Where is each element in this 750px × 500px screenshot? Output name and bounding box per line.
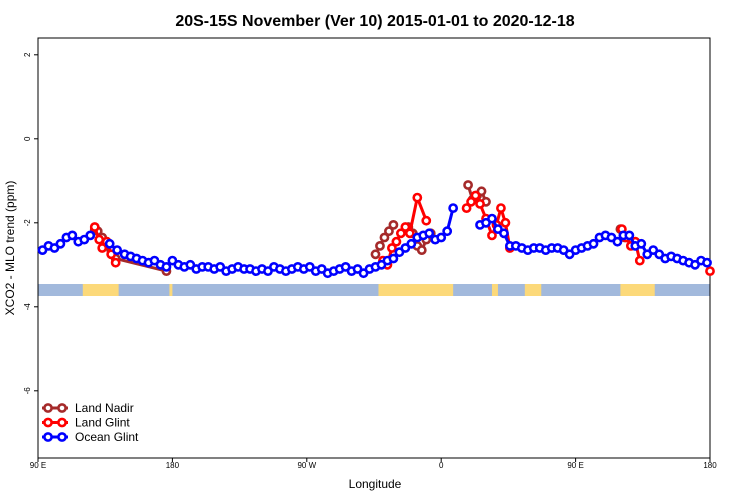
surface-strip [38, 284, 710, 296]
land-strip [491, 284, 498, 296]
data-point [384, 226, 394, 237]
data-point [400, 222, 411, 232]
data-point [387, 243, 397, 253]
land-strip [524, 284, 542, 296]
data-point [112, 245, 123, 255]
data-point [461, 203, 472, 213]
data-point [416, 245, 427, 255]
data-point [448, 203, 459, 213]
data-point [588, 238, 599, 249]
data-point [97, 243, 108, 253]
land-strip [378, 284, 454, 296]
data-point [470, 190, 481, 201]
x-tick-label: 90 E [30, 461, 46, 470]
legend-label: Land Nadir [75, 401, 134, 415]
legend-marker [43, 403, 53, 413]
ocean-strip [38, 284, 710, 296]
data-point [475, 198, 485, 209]
data-point [379, 232, 390, 243]
y-tick-label: -4 [23, 303, 32, 311]
data-point [624, 230, 635, 241]
data-point [424, 228, 435, 239]
y-axis: 2 0 -2 -4 -6 [23, 52, 38, 394]
data-point [463, 180, 473, 190]
data-point [85, 230, 96, 241]
data-point [442, 226, 453, 237]
legend-marker [57, 417, 67, 428]
data-point [421, 215, 432, 226]
x-axis: 90 E 180 90 W 0 90 E 180 [30, 458, 717, 470]
data-point [404, 228, 415, 239]
x-axis-label: Longitude [349, 477, 402, 491]
data-point [705, 266, 715, 276]
x-tick-label: 180 [166, 461, 180, 470]
land-strip [620, 284, 655, 296]
x-tick-label: 90 W [297, 461, 316, 470]
data-point [500, 217, 511, 228]
data-point [370, 249, 381, 260]
plot-frame [37, 37, 711, 459]
series-layer [37, 180, 715, 279]
data-point [702, 257, 712, 268]
data-point [388, 253, 399, 264]
data-point [375, 240, 385, 251]
data-point [612, 236, 623, 247]
data-point [89, 222, 100, 232]
land-strip [169, 284, 173, 296]
data-point [436, 232, 447, 243]
y-tick-label: -6 [23, 387, 32, 395]
x-tick-label: 0 [439, 461, 444, 470]
legend-marker [57, 403, 67, 413]
data-point [388, 219, 399, 230]
y-axis-label: XCO2 - MLO trend (ppm) [3, 181, 17, 316]
data-point [67, 230, 78, 241]
data-point [466, 196, 476, 207]
data-point [412, 192, 423, 203]
x-tick-label: 180 [703, 461, 717, 470]
legend-label: Ocean Glint [75, 430, 139, 444]
legend-marker [43, 432, 53, 442]
data-point [487, 230, 497, 241]
data-point [499, 228, 509, 239]
legend-marker [57, 432, 67, 442]
land-strip [82, 284, 119, 296]
data-point [634, 255, 645, 266]
data-point [406, 238, 417, 249]
series-ocean-glint [37, 203, 712, 279]
data-point [94, 234, 105, 245]
data-point [110, 257, 121, 268]
chart-title: 20S-15S November (Ver 10) 2015-01-01 to … [175, 13, 574, 30]
data-point [496, 203, 506, 213]
y-tick-label: 2 [23, 52, 32, 57]
data-point [104, 238, 115, 249]
x-tick-label: 90 E [567, 461, 583, 470]
legend-label: Land Glint [75, 416, 130, 430]
data-point [487, 213, 497, 224]
data-point [161, 261, 172, 272]
data-point [395, 228, 406, 239]
y-tick-label: -2 [23, 219, 32, 227]
y-tick-label: 0 [23, 136, 32, 141]
legend-marker [43, 417, 53, 428]
data-point [55, 238, 66, 249]
data-point [391, 236, 402, 247]
data-point [636, 238, 647, 249]
